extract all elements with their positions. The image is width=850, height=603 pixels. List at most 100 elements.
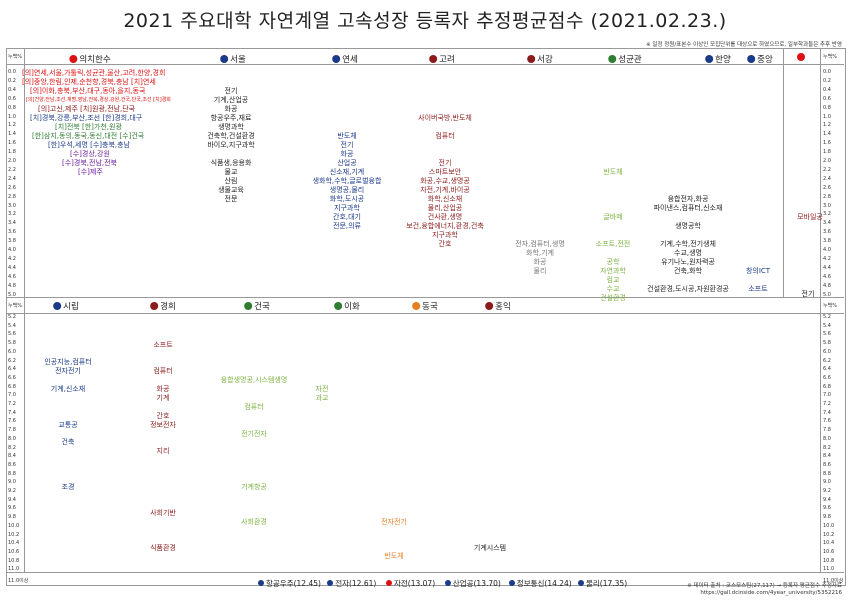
scale-tick: 2.2 [823, 166, 831, 173]
university-logo-icon [386, 580, 392, 586]
outlier-label: 정보통신(14.24) [516, 579, 572, 588]
header-label: 경희 [160, 302, 176, 312]
seoul-entry: 건축학,건설환경 [207, 132, 255, 140]
outlier-label: 자전(13.07) [394, 579, 436, 588]
hanyang-entry: 파이낸스,컴퓨터,신소재 [653, 204, 723, 212]
skku-entry: 수교 [606, 285, 620, 293]
top-header: 고려 [429, 53, 455, 65]
scale-tick: 6.8 [823, 383, 831, 390]
korea-entry: 화학,신소재 [427, 195, 463, 203]
header-label: 연세 [342, 55, 358, 65]
university-logo-icon [444, 580, 451, 586]
scale-tick: 6.0 [8, 348, 16, 355]
right-column-divider [783, 48, 784, 298]
scale-tick: 1.8 [8, 149, 16, 156]
scale-tick: 5.4 [823, 322, 831, 329]
med-entry: [한]우석,세명 [수]충북,충남 [48, 141, 130, 149]
konkuk-entry: 전기전자 [241, 430, 267, 438]
top-header: 중앙 [747, 53, 773, 65]
scale-tick: 0.8 [823, 104, 831, 111]
seoul-entry: 생물교육 [218, 186, 244, 194]
konkuk-entry: 컴퓨터 [244, 403, 264, 411]
scale-tick: 0.4 [823, 86, 831, 93]
header-label: 시립 [63, 302, 79, 312]
khu-entry: 컴퓨터 [153, 367, 173, 375]
scale-tick: 9.8 [823, 514, 831, 521]
korea-entry: 물리,산업공 [427, 204, 463, 212]
scale-tick: 8.8 [823, 470, 831, 477]
header-label: 건국 [254, 302, 270, 312]
med-entry: [의]건양,전남,조선,계명,영남,전북,경상,강원,건국,단국,조선 [치]경… [26, 97, 171, 103]
yonsei-entry: 화공 [340, 150, 354, 158]
yonsei-entry: 생명공,물리 [329, 186, 365, 194]
top-header-divider [6, 64, 844, 65]
scale-end-left: 11.0이상 [8, 578, 29, 584]
korea-entry: 보건,융합에너지,환경,건축 [406, 222, 484, 230]
konkuk-entry: 사회환경 [241, 518, 267, 526]
med-entry: [의]이화,충북,부산,대구,동아,을지,동국 [30, 87, 146, 95]
scale-tick: 11.0 [8, 566, 20, 573]
scale-tick: 4.0 [8, 247, 16, 253]
hanyang-entry: 유기나노,원자력공 [661, 258, 715, 266]
scale-tick: 2.0 [823, 158, 831, 164]
scale-tick: 9.6 [823, 505, 831, 512]
outlier-item: 산업공(13.70) [444, 578, 501, 589]
scale-tick: 1.0 [823, 113, 831, 120]
scale-tick: 2.8 [8, 193, 16, 200]
scale-tick: 6.6 [8, 374, 16, 381]
med-entry: [한]삼지,동의,동국,동신,대전 [수]건국 [32, 132, 145, 140]
scale-tick: 7.2 [823, 401, 831, 407]
header-label: 성균관 [618, 55, 642, 65]
header-label: 한양 [715, 55, 731, 65]
outlier-item: 정보통신(14.24) [508, 578, 572, 589]
skku-entry: 소프트,전전 [595, 240, 631, 248]
scale-tick: 5.8 [823, 340, 831, 347]
korea-entry: 자전,기계,바이공 [420, 186, 470, 194]
scale-tick: 4.4 [823, 264, 831, 271]
bottom-header: 이화 [334, 300, 360, 312]
top-header: 의치한수 [69, 53, 111, 65]
scale-tick: 2.0 [8, 158, 16, 164]
scale-tick: 5.0 [8, 291, 16, 298]
footer-divider [6, 572, 844, 573]
scale-tick: 7.4 [823, 409, 831, 416]
scale-tick: 8.6 [823, 461, 831, 468]
scale-tick: 10.2 [8, 531, 20, 538]
scale-label-left-bottom: 누백% [8, 303, 22, 309]
university-logo-icon [578, 580, 584, 586]
header-label: 이화 [344, 302, 360, 312]
bottom-header: 경희 [150, 300, 176, 312]
korea-entry: 화공,수교,생명공 [420, 177, 470, 185]
university-logo-icon [150, 302, 159, 310]
dongguk-entry: 반도체 [384, 552, 404, 560]
university-logo-icon [747, 55, 756, 63]
skku-entry: 공학 [606, 258, 620, 266]
university-logo-icon [797, 53, 805, 61]
scale-tick: 4.6 [8, 273, 16, 280]
hanyang-entry: 건설환경,도시공,자원환경공 [647, 285, 729, 293]
university-logo-icon [508, 580, 515, 586]
scale-tick: 3.6 [8, 229, 16, 236]
university-logo-icon [69, 55, 78, 63]
dongguk-entry: 전자전기 [381, 518, 407, 526]
top-header: 한양 [705, 53, 731, 65]
seoul-entry: 생명과학 [218, 123, 244, 131]
uos-entry: 인공지능,컴퓨터 [44, 358, 92, 366]
uos-entry: 기계,신소재 [50, 385, 86, 393]
khu-entry: 식품환경 [150, 544, 176, 552]
header-label: 홍익 [495, 302, 511, 312]
scale-tick: 4.2 [823, 255, 831, 262]
korea-entry: 건사환,생명 [427, 213, 463, 221]
scale-tick: 10.4 [823, 540, 835, 547]
scale-tick: 7.8 [823, 427, 831, 434]
scale-tick: 6.8 [8, 383, 16, 390]
yonsei-entry: 지구과학 [334, 204, 360, 212]
university-logo-icon [705, 55, 714, 63]
scale-tick: 8.6 [8, 461, 16, 468]
scale-tick: 10.4 [8, 540, 20, 547]
scale-tick: 0.2 [823, 77, 831, 84]
right-scale-divider [820, 48, 821, 572]
scale-tick: 1.8 [823, 149, 831, 156]
scale-tick: 9.2 [823, 488, 831, 494]
